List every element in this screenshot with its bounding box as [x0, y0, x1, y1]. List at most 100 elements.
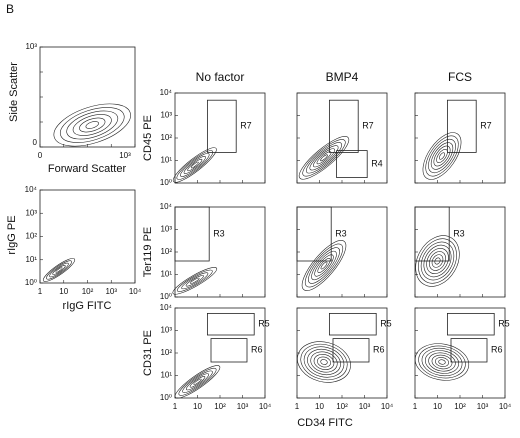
gate [446, 99, 477, 153]
contour [311, 250, 337, 281]
x-tick-label: 10⁴ [381, 402, 394, 411]
contour [302, 139, 346, 177]
y-tick-label: 10¹ [160, 270, 172, 279]
y-tick-label: 10⁰ [160, 178, 172, 187]
contour [305, 142, 343, 174]
x-tick-label: 10⁴ [259, 402, 272, 411]
gate-label: R5 [380, 319, 392, 329]
plot-frame [414, 92, 506, 184]
x-tick-label: 10⁴ [129, 287, 142, 296]
x-tick-label: 0 [38, 151, 43, 160]
contour [428, 138, 456, 174]
contour [304, 243, 344, 288]
x-tick-label: 1 [173, 402, 178, 411]
contour [436, 149, 448, 163]
y-tick-label: 10⁴ [160, 202, 173, 211]
y-tick-label: 10⁰ [160, 292, 172, 301]
contour [301, 240, 347, 291]
contour [317, 356, 331, 368]
contour [178, 367, 217, 396]
contour [55, 267, 63, 273]
panel-label: B [6, 2, 14, 16]
contour [431, 254, 444, 268]
x-axis-label: Forward Scatter [48, 163, 127, 175]
contour [297, 341, 351, 383]
contour [420, 241, 455, 281]
contour [176, 269, 213, 292]
contour [313, 148, 335, 168]
contour [434, 257, 441, 265]
y-tick-label: 10² [25, 232, 37, 241]
x-tick-label: 10² [214, 402, 226, 411]
x-tick-label: 10³ [105, 287, 117, 296]
contour [308, 247, 340, 284]
contour [59, 107, 125, 143]
gate-label: R6 [373, 345, 385, 355]
x-tick-label: 10³ [237, 402, 249, 411]
x-tick-label: 1 [295, 402, 300, 411]
y-tick-label: 10⁴ [25, 185, 38, 194]
y-tick-label: 10¹ [160, 371, 172, 380]
contour [190, 277, 200, 284]
y-axis-label: Side Scatter [8, 62, 20, 122]
contour [298, 136, 350, 180]
contour [180, 153, 210, 177]
contour [309, 145, 339, 171]
contour [425, 135, 459, 177]
contour [320, 359, 328, 365]
contour [415, 235, 460, 287]
y-tick-label: 10⁰ [25, 278, 37, 287]
contour [176, 150, 214, 180]
contour [187, 158, 203, 172]
contour [320, 261, 328, 270]
gate [328, 312, 377, 336]
x-axis-label: CD34 FITC [297, 417, 353, 429]
contour [85, 121, 99, 129]
contour [435, 357, 449, 367]
gate-label: R3 [213, 228, 225, 238]
plot-frame [174, 92, 266, 184]
contour [172, 147, 217, 183]
gate-label: R3 [453, 228, 465, 238]
contour [317, 258, 331, 273]
contour [79, 117, 106, 133]
y-tick-label: 10¹ [160, 156, 172, 165]
column-header: FCS [448, 70, 472, 84]
gate [296, 206, 332, 262]
y-tick-label: 10³ [160, 225, 172, 234]
column-header: BMP4 [326, 70, 359, 84]
y-tick-label: 10¹ [25, 255, 37, 264]
y-tick-label: 10² [160, 247, 172, 256]
x-tick-label: 10 [315, 402, 324, 411]
contour [46, 260, 72, 280]
contour [314, 254, 334, 277]
y-tick-label: 10⁴ [160, 303, 173, 312]
contour [421, 347, 463, 377]
x-tick-label: 10² [82, 287, 94, 296]
y-tick-label: 10³ [160, 326, 172, 335]
gate [210, 338, 248, 363]
y-tick-label: 10⁰ [160, 393, 172, 402]
contour [182, 370, 213, 393]
x-tick-label: 10³ [477, 402, 489, 411]
column-header: No factor [196, 70, 245, 84]
gate [332, 338, 370, 363]
y-tick-label: 0 [33, 138, 38, 147]
gate-label: R4 [371, 158, 383, 168]
contour [181, 272, 209, 290]
contour [424, 350, 460, 374]
contour [320, 154, 328, 162]
gate [206, 312, 255, 336]
contour [433, 145, 451, 167]
contour [189, 376, 206, 388]
gate-label: R5 [258, 319, 270, 329]
contour [426, 248, 449, 274]
x-tick-label: 10⁴ [499, 402, 512, 411]
contour [313, 354, 335, 370]
y-axis-label: rIgG PE [6, 215, 18, 254]
contour [52, 265, 66, 275]
x-tick-label: 10 [193, 402, 202, 411]
gate-label: R6 [251, 345, 263, 355]
y-tick-label: 10⁴ [160, 88, 173, 97]
